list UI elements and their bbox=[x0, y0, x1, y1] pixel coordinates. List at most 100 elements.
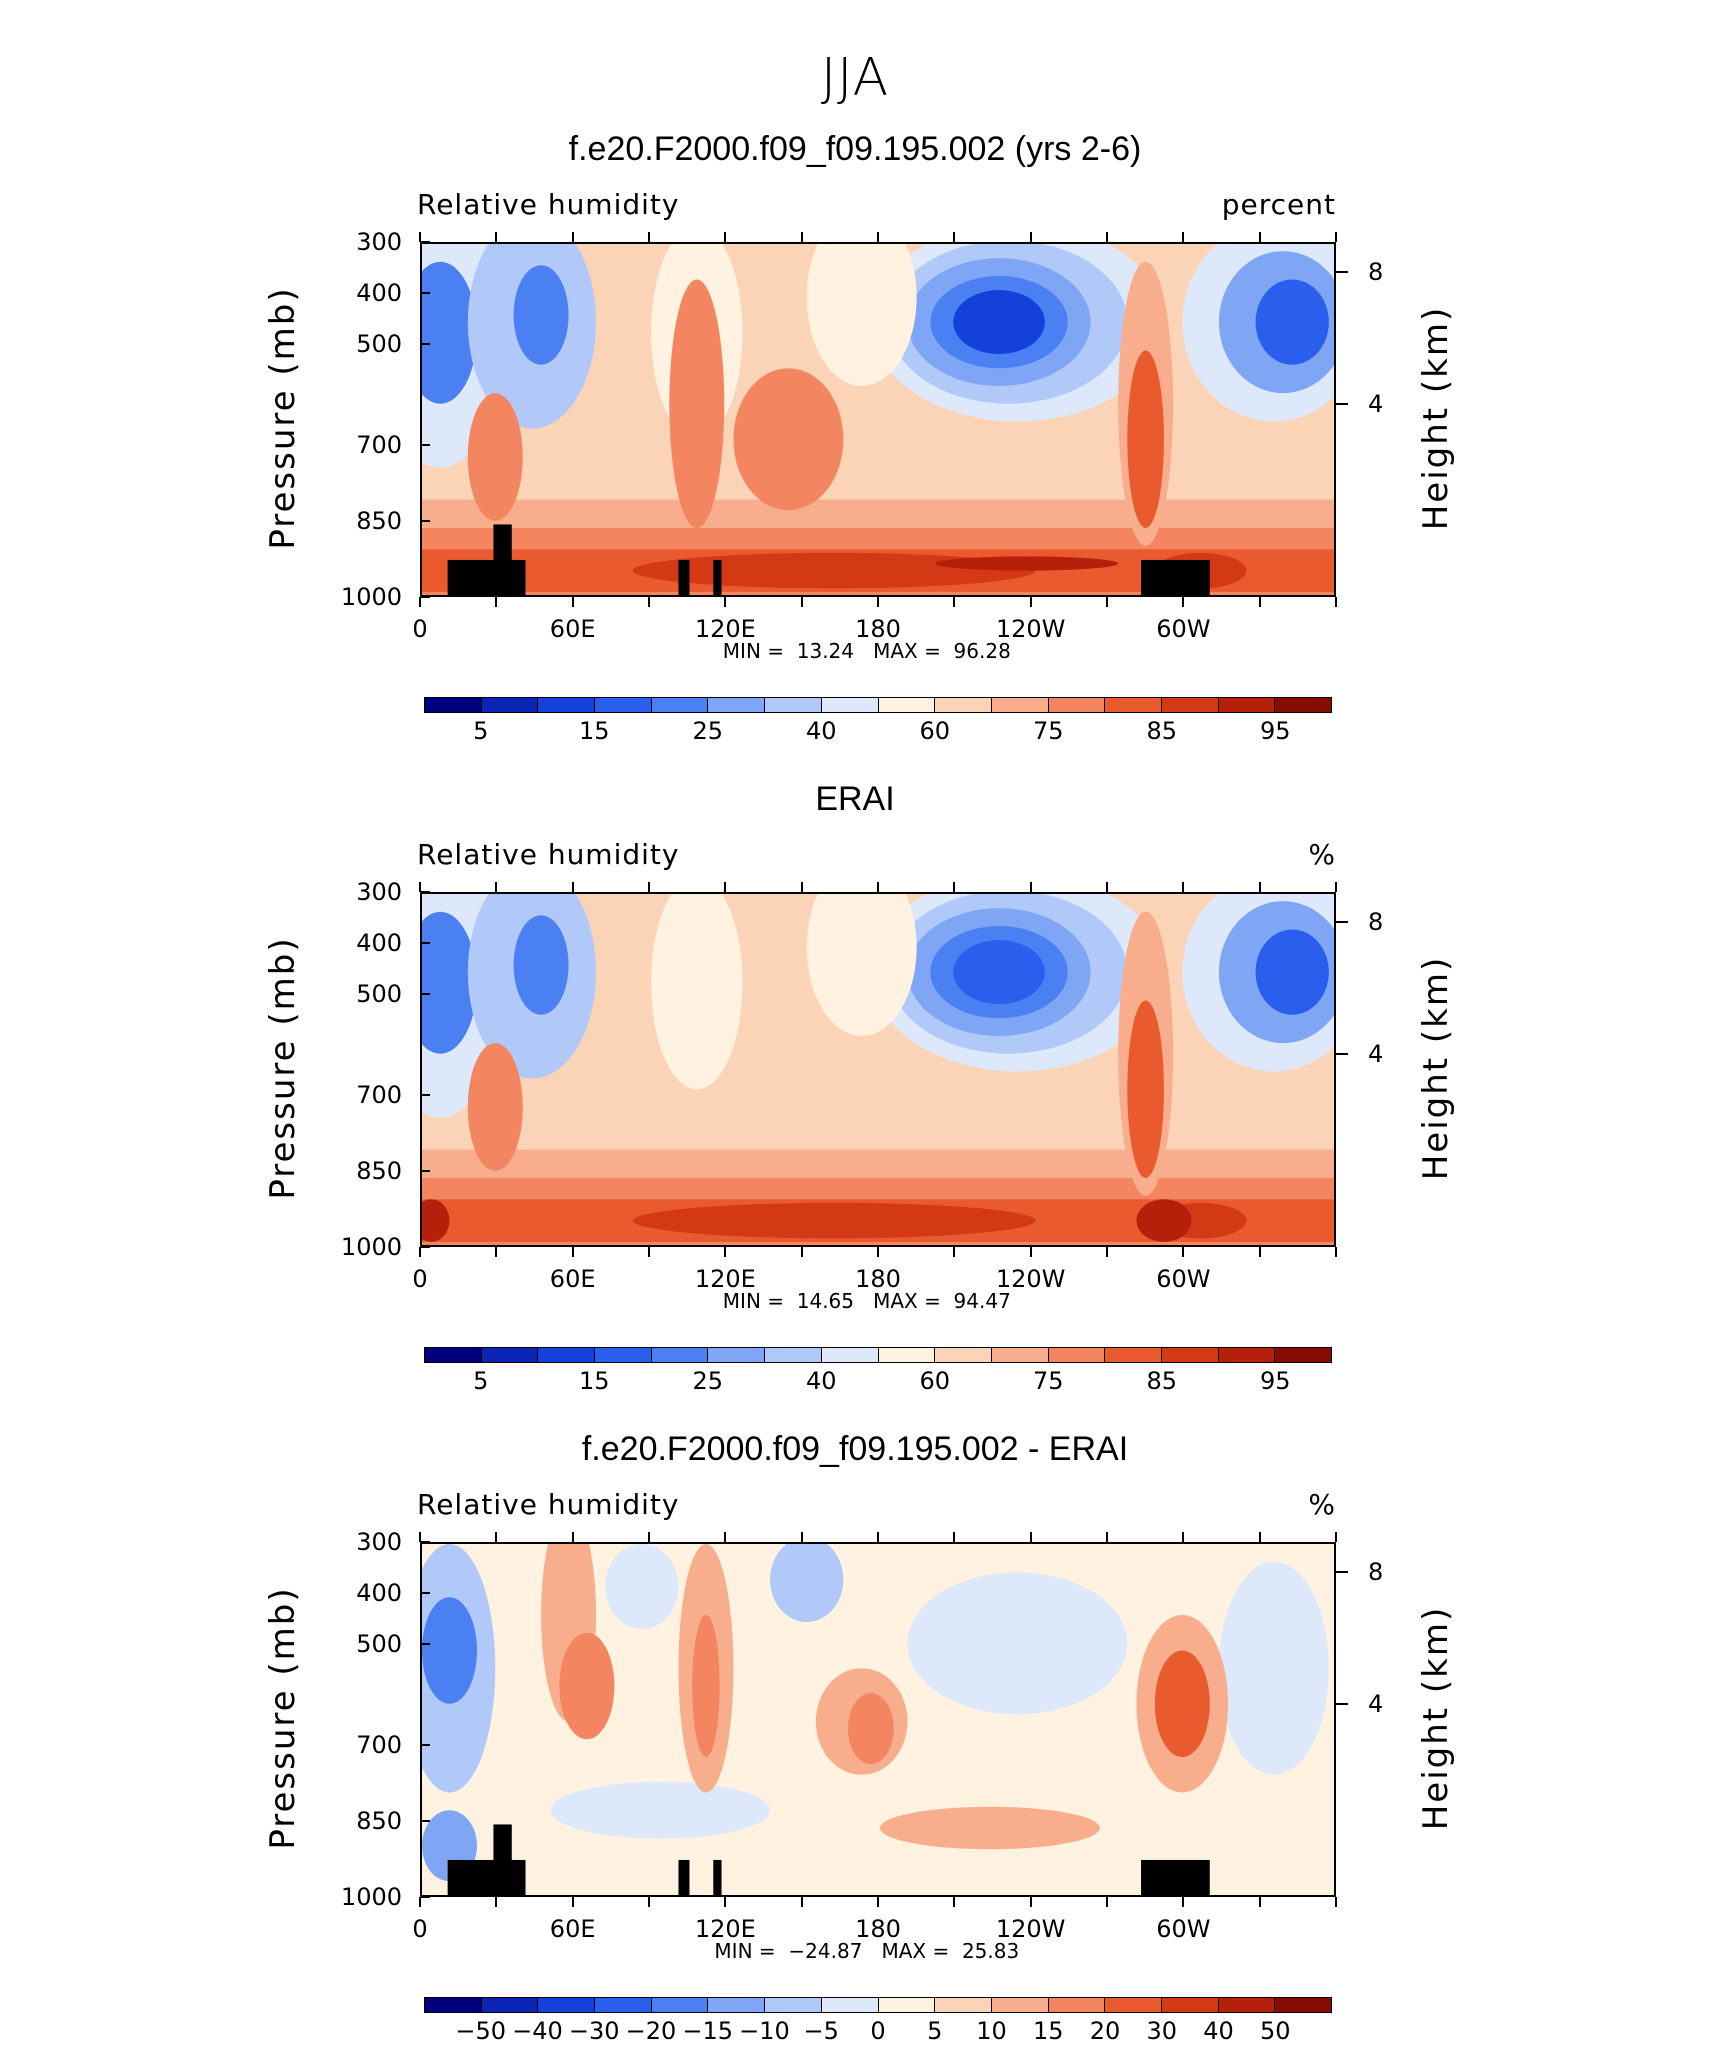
colorbar-label: 5 bbox=[473, 1367, 489, 1395]
y-tick-label: 700 bbox=[356, 1080, 402, 1109]
x-tick-mark bbox=[953, 1247, 956, 1257]
x-tick-mark bbox=[877, 232, 879, 242]
contour-region bbox=[1255, 279, 1329, 365]
x-tick-label: 0 bbox=[412, 615, 428, 643]
x-tick-mark bbox=[877, 882, 879, 892]
x-tick-mark bbox=[648, 882, 650, 892]
contour-region bbox=[467, 393, 523, 521]
x-tick-mark bbox=[1335, 1532, 1337, 1542]
y-tick-mark bbox=[420, 1820, 430, 1823]
min-max-line: MIN = 13.24 MAX = 96.28 bbox=[700, 639, 1040, 663]
colorbar-label: 50 bbox=[1259, 2017, 1291, 2045]
terrain-mask bbox=[678, 1859, 690, 1895]
y-tick-label: 1000 bbox=[340, 1883, 402, 1911]
x-tick-mark bbox=[953, 1532, 956, 1542]
colorbar-label: 95 bbox=[1259, 1367, 1291, 1395]
colorbar-swatch bbox=[878, 1998, 936, 2012]
contour-region bbox=[953, 290, 1045, 355]
x-tick-label: 0 bbox=[412, 1915, 428, 1943]
colorbar-swatch bbox=[481, 1998, 539, 2012]
x-tick-mark bbox=[1106, 1897, 1108, 1907]
colorbar-label: 60 bbox=[919, 717, 951, 745]
terrain-mask bbox=[493, 1824, 512, 1864]
x-tick-mark bbox=[1258, 232, 1261, 242]
min-value: 14.65 bbox=[790, 1289, 874, 1313]
x-tick-mark bbox=[571, 1532, 574, 1542]
x-tick-label: 180 bbox=[855, 615, 901, 643]
y-tick-label: 300 bbox=[356, 878, 402, 906]
min-max-line: MIN = 14.65 MAX = 94.47 bbox=[700, 1289, 1040, 1313]
y-tick-mark bbox=[420, 1743, 430, 1746]
contour-region bbox=[632, 552, 1036, 589]
colorbar-swatch bbox=[651, 698, 709, 712]
contour-region bbox=[422, 1199, 450, 1242]
x-tick-mark bbox=[1029, 232, 1032, 242]
colorbar-label: 75 bbox=[1032, 717, 1064, 745]
min-max-line: MIN = −24.87 MAX = 25.83 bbox=[700, 1939, 1040, 1963]
colorbar bbox=[424, 1997, 1332, 2013]
right-axis-label: Height (km) bbox=[1416, 305, 1456, 530]
x-tick-mark bbox=[1335, 232, 1337, 242]
colorbar-swatch bbox=[538, 698, 596, 712]
terrain-mask bbox=[713, 559, 722, 595]
terrain-mask bbox=[1141, 1859, 1210, 1895]
x-tick-mark bbox=[724, 597, 727, 607]
y-tick-mark bbox=[420, 520, 430, 523]
colorbar-swatch bbox=[595, 698, 652, 712]
max-label: MAX = bbox=[881, 1939, 956, 1963]
right-tick-mark bbox=[1336, 921, 1348, 924]
x-tick-mark bbox=[419, 1897, 421, 1907]
contour-region bbox=[632, 1202, 1036, 1239]
x-tick-mark bbox=[419, 882, 421, 892]
x-tick-mark bbox=[648, 1532, 650, 1542]
y-tick-label: 300 bbox=[356, 228, 402, 256]
colorbar-swatch bbox=[708, 698, 766, 712]
x-tick-mark bbox=[1182, 882, 1185, 892]
y-axis-label: Pressure (mb) bbox=[263, 935, 303, 1200]
min-label: MIN = bbox=[722, 639, 791, 663]
colorbar-label: 60 bbox=[919, 1367, 951, 1395]
colorbar-swatch bbox=[1048, 1348, 1106, 1362]
y-tick-label: 400 bbox=[356, 928, 402, 957]
x-tick-mark bbox=[1258, 1897, 1261, 1907]
terrain-mask bbox=[713, 1859, 722, 1895]
x-tick-mark bbox=[800, 1532, 803, 1542]
y-tick-mark bbox=[420, 241, 430, 243]
chart-panel: f.e20.F2000.f09_f09.195.002 - ERAI Relati… bbox=[0, 1420, 1710, 2060]
colorbar-swatch bbox=[935, 698, 992, 712]
max-value: 25.83 bbox=[955, 1939, 1026, 1963]
panel-title: f.e20.F2000.f09_f09.195.002 (yrs 2-6) bbox=[568, 130, 1142, 168]
contour-region bbox=[733, 368, 844, 511]
y-tick-mark bbox=[420, 891, 430, 893]
y-tick-label: 700 bbox=[356, 1730, 402, 1759]
colorbar-label: 5 bbox=[473, 717, 489, 745]
y-tick-mark bbox=[420, 596, 430, 598]
colorbar-swatch bbox=[1275, 1348, 1331, 1362]
x-tick-mark bbox=[953, 597, 956, 607]
contour-region bbox=[669, 279, 725, 528]
colorbar-swatch bbox=[935, 1998, 992, 2012]
x-tick-label: 120W bbox=[995, 1265, 1066, 1293]
colorbar bbox=[424, 1347, 1332, 1363]
x-tick-mark bbox=[419, 232, 421, 242]
min-label: MIN = bbox=[714, 1939, 783, 1963]
x-tick-mark bbox=[495, 232, 498, 242]
x-tick-mark bbox=[1106, 1532, 1108, 1542]
colorbar-label: 25 bbox=[692, 717, 724, 745]
y-tick-mark bbox=[420, 941, 430, 944]
right-tick-mark bbox=[1336, 1052, 1348, 1055]
colorbar-swatch bbox=[1275, 1998, 1331, 2012]
y-tick-mark bbox=[420, 1642, 430, 1645]
variable-label: Relative humidity bbox=[417, 188, 680, 221]
x-tick-mark bbox=[1029, 1247, 1032, 1257]
x-tick-label: 60E bbox=[549, 1915, 596, 1943]
x-tick-mark bbox=[1106, 1247, 1108, 1257]
colorbar-label: 85 bbox=[1146, 717, 1178, 745]
contour-region bbox=[513, 265, 569, 365]
y-axis-label: Pressure (mb) bbox=[263, 285, 303, 550]
heatmap-plot bbox=[420, 1542, 1336, 1897]
colorbar-swatch bbox=[878, 698, 936, 712]
x-tick-mark bbox=[1258, 1247, 1261, 1257]
x-tick-mark bbox=[1335, 1247, 1337, 1257]
x-tick-label: 60W bbox=[1156, 1915, 1211, 1943]
